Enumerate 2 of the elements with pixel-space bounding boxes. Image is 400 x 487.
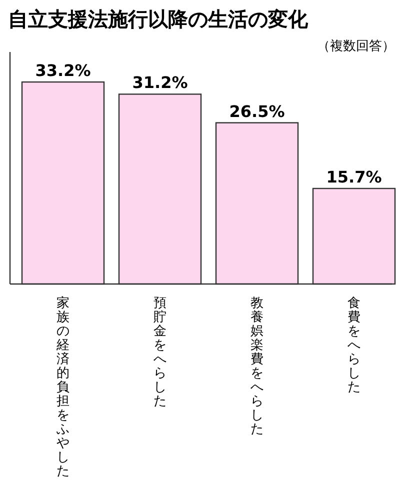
title: 自立支援法施行以降の生活の変化: [8, 7, 308, 31]
subtitle: （複数回答）: [317, 39, 395, 54]
